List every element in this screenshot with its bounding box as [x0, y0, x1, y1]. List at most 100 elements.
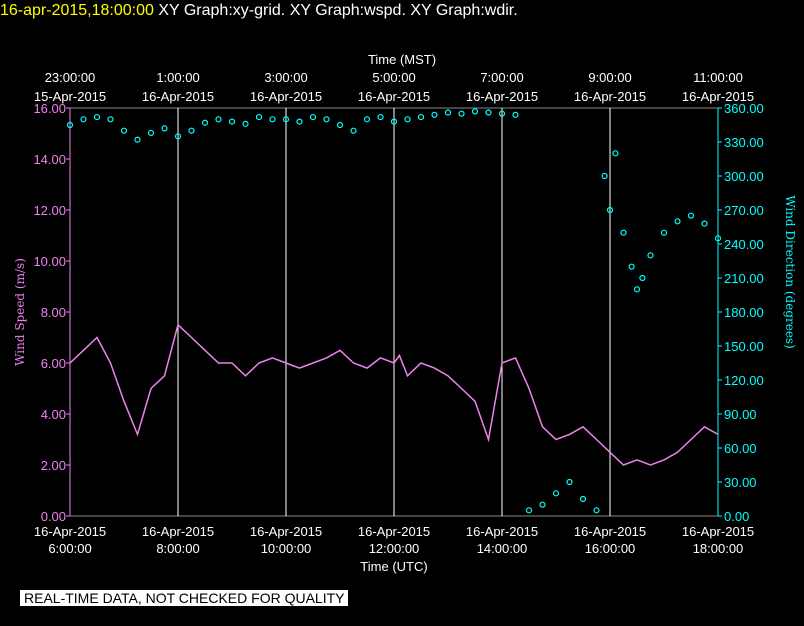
right-tick-label-2: 60.00: [724, 441, 757, 456]
wind-direction-point-12: [228, 118, 236, 125]
right-tick-label-6: 180.00: [724, 305, 764, 320]
right-tick-label-8: 240.00: [724, 237, 764, 252]
wind-direction-point-5: [134, 136, 141, 143]
wind-direction-point-32: [498, 110, 506, 117]
wind-direction-point-40: [601, 172, 608, 180]
top-tick-time-2: 3:00:00: [264, 70, 307, 85]
wind-direction-point-7: [161, 125, 168, 132]
right-axis-title: Wind Direction (degrees): [783, 195, 797, 349]
header-graph-2: XY Graph:wspd.: [289, 2, 406, 19]
left-tick-label-1: 2.00: [41, 458, 66, 473]
wind-direction-point-23: [377, 113, 384, 121]
top-tick-time-6: 11:00:00: [693, 70, 743, 85]
bottom-tick-date-4: 16-Apr-2015: [466, 524, 538, 539]
wind-direction-point-6: [147, 129, 155, 137]
top-tick-time-3: 5:00:00: [372, 70, 415, 85]
top-tick-date-4: 16-Apr-2015: [466, 89, 538, 104]
wind-direction-point-49: [674, 218, 681, 225]
wind-direction-point-8: [174, 133, 182, 140]
x-axis-title: Time (UTC): [360, 559, 427, 574]
bottom-tick-date-6: 16-Apr-2015: [682, 524, 754, 539]
bottom-tick-time-2: 10:00:00: [261, 541, 312, 556]
top-tick-date-2: 16-Apr-2015: [250, 89, 322, 104]
left-tick-label-3: 6.00: [41, 356, 66, 371]
left-tick-label-5: 10.00: [33, 254, 66, 269]
wind-direction-point-35: [539, 501, 546, 508]
wind-direction-point-15: [269, 116, 276, 123]
bottom-tick-date-0: 16-Apr-2015: [34, 524, 106, 539]
wind-direction-point-52: [714, 235, 722, 242]
wind-direction-point-41: [606, 206, 614, 214]
wind-direction-point-1: [80, 116, 87, 123]
wind-direction-point-13: [242, 120, 249, 127]
top-tick-date-0: 15-Apr-2015: [34, 89, 106, 104]
header-timestamp: 16-apr-2015,18:00:00: [0, 2, 154, 19]
wind-direction-point-31: [485, 109, 492, 116]
right-tick-label-4: 120.00: [724, 373, 764, 388]
bottom-tick-time-1: 8:00:00: [156, 541, 199, 556]
wind-direction-point-39: [593, 507, 600, 514]
wind-direction-point-20: [336, 121, 344, 129]
wind-direction-point-27: [431, 111, 438, 118]
wind-direction-point-43: [620, 229, 627, 236]
right-tick-label-0: 0.00: [724, 509, 749, 524]
wind-direction-point-34: [525, 507, 533, 514]
left-axis: 0.00 2.00 4.00 6.00 8.00 10.00 12.00 14.00 16.00: [33, 101, 70, 524]
wind-direction-point-19: [323, 116, 330, 123]
wind-direction-point-28: [444, 109, 452, 116]
wind-direction-point-24: [390, 118, 398, 125]
wind-direction-point-14: [255, 113, 263, 121]
wind-direction-point-44: [628, 263, 635, 270]
wind-direction-point-11: [215, 116, 222, 123]
bottom-tick-time-4: 14:00:00: [477, 541, 528, 556]
wind-direction-point-0: [66, 121, 74, 129]
right-tick-label-9: 270.00: [724, 203, 764, 218]
wind-direction-point-33: [512, 111, 519, 118]
wind-direction-point-9: [188, 127, 195, 134]
wind-direction-point-48: [660, 229, 668, 236]
top-tick-date-6: 16-Apr-2015: [682, 89, 754, 104]
quality-notice: REAL-TIME DATA, NOT CHECKED FOR QUALITY: [20, 590, 349, 606]
wind-direction-point-36: [552, 490, 560, 497]
wind-direction-point-45: [633, 286, 641, 293]
bottom-axis: 16-Apr-2015 6:00:00 16-Apr-2015 8:00:00 16-A…: [34, 524, 754, 556]
wind-speed-series: [69, 323, 719, 466]
graph-header: 16-apr-2015,18:00:00 XY Graph:xy-grid. X…: [0, 2, 518, 20]
wind-direction-point-21: [350, 127, 357, 134]
right-tick-label-5: 150.00: [724, 339, 764, 354]
wind-direction-point-2: [93, 113, 101, 121]
bottom-tick-time-5: 16:00:00: [585, 541, 636, 556]
top-tick-date-1: 16-Apr-2015: [142, 89, 214, 104]
wind-direction-point-22: [363, 116, 371, 123]
top-tick-date-5: 16-Apr-2015: [574, 89, 646, 104]
wind-direction-point-4: [120, 127, 128, 134]
wind-direction-point-50: [687, 212, 695, 219]
wind-direction-point-47: [647, 252, 654, 259]
wind-direction-point-17: [296, 118, 303, 125]
left-tick-label-4: 8.00: [41, 305, 66, 320]
left-tick-label-0: 0.00: [41, 509, 66, 524]
wind-direction-point-10: [201, 119, 209, 126]
right-tick-label-11: 330.00: [724, 135, 764, 150]
right-tick-label-10: 300.00: [724, 169, 764, 184]
wind-direction-point-51: [701, 220, 708, 227]
header-graph-3: XY Graph:wdir.: [410, 2, 518, 19]
top-tick-time-0: 23:00:00: [45, 70, 96, 85]
wind-direction-point-46: [639, 274, 646, 282]
wind-speed-line: [69, 323, 719, 466]
bottom-tick-date-5: 16-Apr-2015: [574, 524, 646, 539]
top-tick-time-1: 1:00:00: [156, 70, 199, 85]
left-tick-label-7: 14.00: [33, 152, 66, 167]
left-axis-title: Wind Speed (m/s): [13, 258, 27, 366]
wind-direction-series: [66, 108, 722, 514]
right-tick-label-12: 360.00: [724, 101, 764, 116]
top-tick-date-3: 16-Apr-2015: [358, 89, 430, 104]
left-tick-label-6: 12.00: [33, 203, 66, 218]
right-tick-label-7: 210.00: [724, 271, 764, 286]
bottom-tick-time-3: 12:00:00: [369, 541, 420, 556]
wind-direction-point-26: [417, 113, 425, 121]
top-axis-title: Time (MST): [368, 52, 436, 67]
header-graph-1: XY Graph:xy-grid.: [158, 2, 286, 19]
wind-direction-point-42: [612, 150, 619, 157]
